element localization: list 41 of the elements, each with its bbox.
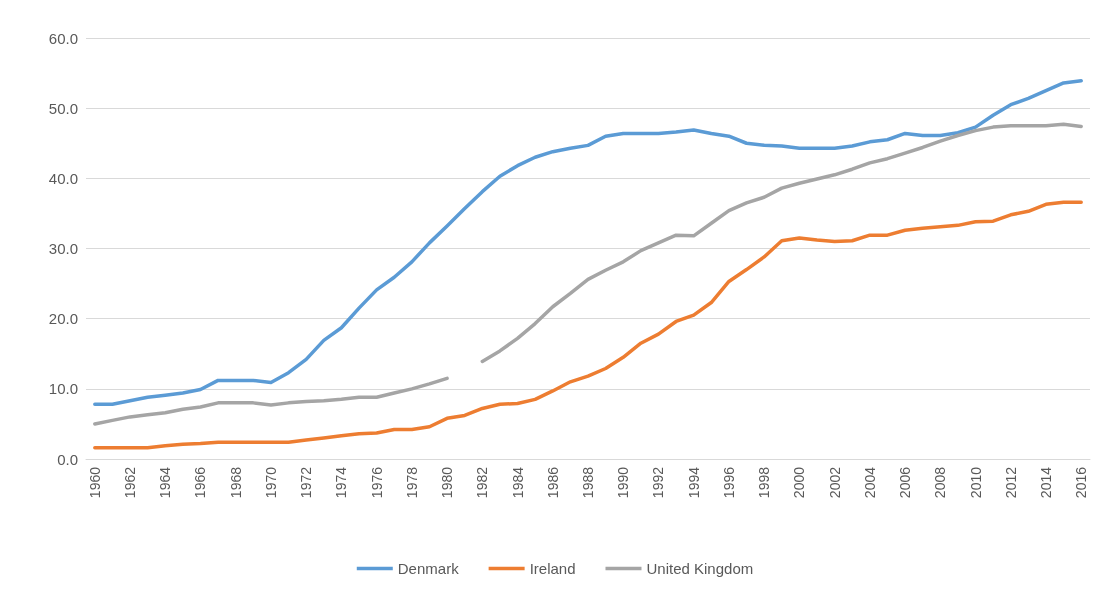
legend-label: Denmark [397,560,460,577]
x-tick-label: 1998 [756,466,773,499]
x-tick-label: 1970 [262,466,279,499]
y-tick-label: 60.0 [48,29,78,47]
x-tick-label: 1982 [474,466,491,499]
legend-label: Ireland [529,560,576,577]
x-tick-label: 2004 [861,466,878,499]
x-tick-label: 1984 [509,466,526,499]
x-tick-label: 1976 [368,466,385,499]
x-tick-label: 2002 [826,466,843,499]
x-tick-label: 1994 [685,466,702,499]
x-tick-label: 2000 [791,466,808,499]
x-tick-label: 1974 [333,466,350,499]
x-tick-label: 2010 [967,466,984,499]
y-tick-label: 50.0 [48,99,78,117]
x-tick-label: 1978 [403,466,420,499]
x-tick-label: 1960 [86,466,103,499]
line-series [93,200,1083,450]
y-tick-label: 20.0 [48,310,78,328]
x-tick-label: 1964 [157,466,174,499]
y-tick-label: 10.0 [48,380,78,398]
x-tick-label: 1980 [439,466,456,499]
x-tick-label: 2012 [1002,466,1019,499]
x-tick-label: 1996 [720,466,737,499]
x-tick-label: 1968 [227,466,244,499]
x-tick-label: 2006 [897,466,914,499]
y-tick-label: 0.0 [57,450,78,468]
x-tick-label: 2014 [1037,466,1054,499]
x-tick-label: 1966 [192,466,209,499]
x-tick-label: 1988 [580,466,596,499]
y-tick-label: 30.0 [48,240,78,257]
x-tick-label: 2016 [1073,466,1090,499]
x-tick-label: 1962 [122,466,139,499]
y-tick-label: 40.0 [48,169,78,187]
legend-label: United Kingdom [646,560,754,577]
line-series [93,79,1083,407]
x-tick-label: 1986 [544,466,561,499]
x-tick-label: 1990 [615,466,632,499]
x-tick-label: 1992 [650,466,667,499]
x-tick-label: 2008 [932,466,949,499]
x-tick-label: 1972 [298,466,315,499]
